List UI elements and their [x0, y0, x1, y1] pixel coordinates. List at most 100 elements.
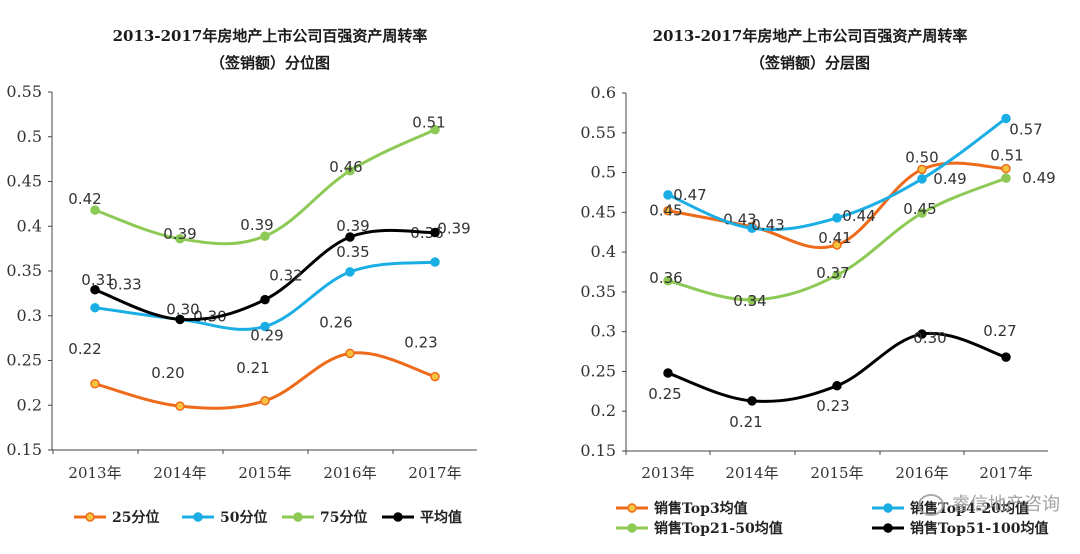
data-point: [430, 371, 440, 382]
data-point: [663, 276, 673, 286]
x-tick-label: 2014年: [153, 464, 206, 482]
y-tick-label: 0.25: [6, 351, 42, 370]
data-point: [832, 270, 842, 280]
chart-title-line1: 2013-2017年房地产上市公司百强资产周转率: [112, 27, 428, 45]
quantile-chart: 2013-2017年房地产上市公司百强资产周转率 （签销额）分位图 0.15 0.…: [6, 27, 477, 526]
legend-marker: [193, 512, 203, 522]
data-label: 0.26: [319, 313, 352, 331]
data-label: 0.30: [193, 307, 226, 325]
legend-label: 50分位: [220, 509, 267, 526]
data-label: 0.49: [1022, 169, 1055, 187]
data-point: [832, 240, 842, 250]
y-tick-label: 0.3: [591, 322, 616, 341]
data-label: 0.30: [913, 329, 946, 347]
legend-label: 销售Top51-100均值: [910, 520, 1048, 537]
data-label: 0.44: [842, 207, 875, 225]
data-point: [260, 231, 270, 241]
tier-chart: 2013-2017年房地产上市公司百强资产周转率 （签销额）分层图 0.15 0.…: [540, 0, 1080, 554]
data-point: [345, 166, 355, 176]
data-label: 0.34: [733, 292, 766, 310]
data-point: [175, 234, 185, 244]
data-label: 0.21: [729, 413, 762, 431]
data-label: 0.42: [68, 190, 101, 208]
y-tick-label: 0.15: [6, 440, 42, 459]
y-tick-label: 0.2: [17, 395, 42, 414]
data-label: 0.46: [329, 158, 362, 176]
tier-plot: 0.15 0.2 0.25 0.3 0.35 0.4 0.45 0.5 0.55 0.6 2013年…: [580, 83, 1055, 537]
data-point: [663, 368, 673, 378]
legend-marker: [627, 523, 637, 533]
legend-marker: [883, 523, 893, 533]
data-point: [917, 174, 927, 184]
data-label: 0.32: [269, 267, 302, 285]
data-point: [917, 329, 927, 339]
legend-label: 销售Top21-50均值: [654, 520, 783, 537]
data-point: [1001, 163, 1011, 174]
y-tick-label: 0.3: [17, 306, 42, 325]
data-label: 0.41: [818, 229, 851, 247]
y-tick-label: 0.4: [17, 216, 42, 235]
legend-marker: [293, 512, 303, 522]
data-point: [663, 205, 673, 216]
series-line: [94, 228, 436, 322]
data-label: 0.35: [336, 243, 369, 261]
data-label: 0.45: [649, 202, 682, 220]
y-tick-label: 0.4: [591, 242, 616, 261]
data-point: [430, 124, 440, 135]
data-label: 0.36: [649, 269, 682, 287]
data-point: [430, 257, 440, 267]
data-point: [917, 164, 927, 175]
y-tick-label: 0.25: [580, 361, 616, 380]
y-tick-label: 0.5: [591, 163, 616, 182]
data-point: [917, 208, 927, 218]
data-label: 0.21: [236, 359, 269, 377]
data-point: [90, 205, 100, 215]
legend-marker: [85, 512, 95, 522]
data-point: [747, 223, 757, 233]
y-tick-label: 0.45: [580, 202, 616, 221]
y-tick-label: 0.2: [591, 401, 616, 420]
x-tick-label: 2017年: [979, 464, 1032, 482]
x-tick-label: 2016年: [895, 464, 948, 482]
data-label: 0.43: [751, 216, 784, 234]
x-tick-label: 2017年: [408, 464, 461, 482]
wechat-icon: [918, 494, 944, 516]
data-point: [260, 396, 270, 406]
y-tick-label: 0.35: [6, 261, 42, 280]
chart-title-line2: （签销额）分层图: [749, 54, 870, 72]
data-point: [747, 295, 757, 305]
data-point: [747, 396, 757, 406]
data-point: [345, 267, 355, 277]
legend-marker: [883, 503, 893, 513]
y-tick-label: 0.15: [580, 441, 616, 460]
data-label: 0.39: [163, 225, 196, 243]
data-label: 0.39: [240, 216, 273, 234]
y-tick-label: 0.35: [580, 282, 616, 301]
quantile-plot: 0.15 0.2 0.25 0.3 0.35 0.4 0.45 0.5 0.55 2013年 201…: [6, 82, 477, 526]
legend-marker: [627, 503, 637, 513]
data-point: [663, 190, 673, 200]
data-point: [345, 348, 355, 359]
data-point: [832, 381, 842, 391]
data-point: [430, 227, 440, 238]
y-tick-label: 0.55: [6, 82, 42, 101]
legend-label: 25分位: [112, 509, 159, 526]
data-point: [1001, 173, 1011, 183]
data-point: [260, 321, 270, 332]
data-label: 0.29: [250, 326, 283, 344]
chart-title-line1: 2013-2017年房地产上市公司百强资产周转率: [652, 27, 968, 45]
legend-marker: [393, 512, 403, 522]
data-label: 0.47: [673, 186, 706, 204]
data-label: 0.23: [404, 334, 437, 352]
data-label: 0.39: [437, 220, 470, 238]
data-point: [90, 285, 100, 295]
data-label: 0.30: [166, 300, 199, 318]
chart-title-line2: （签销额）分位图: [209, 54, 330, 72]
data-label: 0.51: [990, 147, 1023, 165]
data-point: [832, 213, 842, 223]
x-tick-label: 2015年: [238, 464, 291, 482]
x-tick-label: 2013年: [68, 464, 121, 482]
data-label: 0.51: [412, 114, 445, 132]
x-tick-label: 2015年: [810, 464, 863, 482]
data-label: 0.33: [108, 276, 141, 294]
